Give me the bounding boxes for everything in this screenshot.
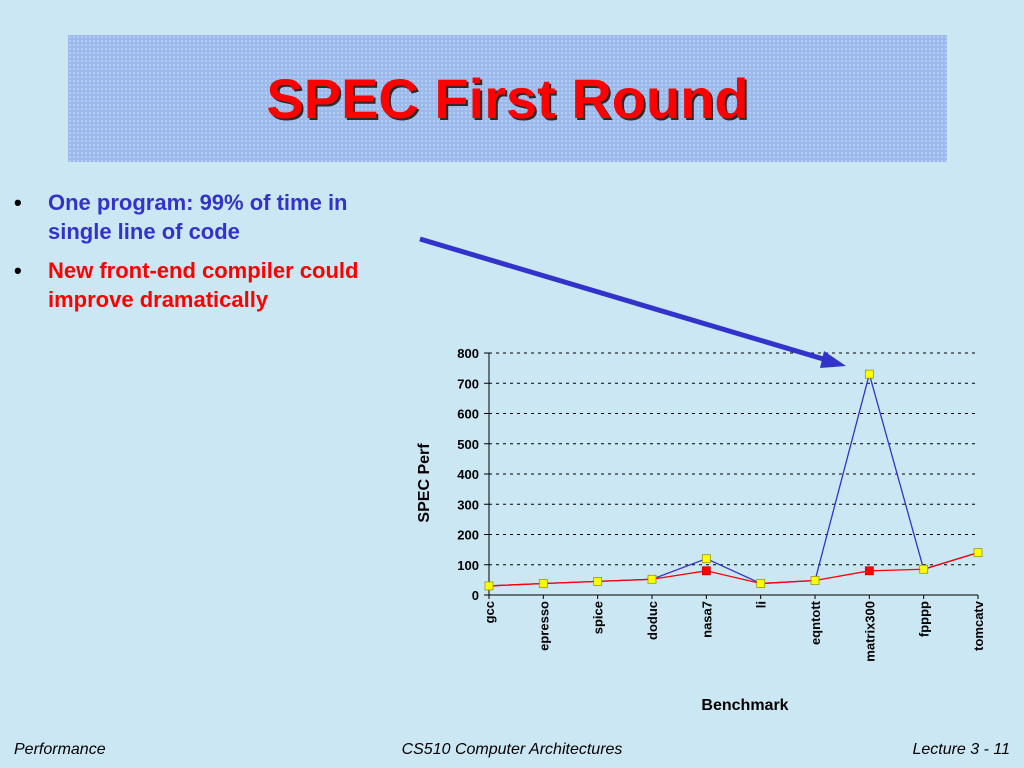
arrow-shaft [419,236,831,364]
x-axis-title: Benchmark [701,697,788,714]
y-tick-label: 500 [457,437,479,452]
chart-markers [484,369,983,591]
data-point-red [701,566,711,576]
x-tick-label: doduc [645,601,660,640]
data-point-red [864,566,874,576]
footer-center: CS510 Computer Architectures [401,741,623,758]
chart-series-lines [488,371,979,587]
x-tick-label: nasa7 [699,601,714,638]
x-tick-label: gcc [482,601,497,623]
series-line-2 [488,552,979,587]
title-banner: SPEC First Round [68,35,947,162]
x-tick-labels: gcc epresso spice doduc nasa7 li eqntott matrix… [482,600,986,661]
footer-left: Performance [14,741,106,758]
data-point-yellow [484,581,494,591]
data-point-yellow [647,574,657,584]
x-tick-label: eqntott [808,600,823,645]
data-point-yellow [701,554,711,564]
bullet-symbol: • [14,190,22,215]
bullet-list: • One program: 99% of time in single lin… [14,188,414,324]
y-tick-label: 400 [457,467,479,482]
y-tick-label: 700 [457,376,479,391]
x-tick-label: fpppp [917,601,932,637]
bullet-text-1: One program: 99% of time in single line … [48,190,348,244]
chart-axes [484,352,979,599]
y-tick-label: 300 [457,497,479,512]
bullet-symbol: • [14,258,22,283]
y-tick-label: 100 [457,558,479,573]
slide-title: SPEC First Round [266,67,749,130]
chart-gridlines [489,352,978,566]
data-point-yellow [919,564,929,574]
series-line-1 [488,371,979,587]
x-tick-label: tomcatv [971,600,986,651]
x-tick-label: spice [591,601,606,634]
data-point-yellow [864,369,874,379]
y-tick-label: 200 [457,528,479,543]
y-tick-label: 600 [457,407,479,422]
data-point-yellow [593,576,603,586]
data-point-yellow [538,579,548,588]
data-point-yellow [756,579,766,588]
y-tick-labels: 0 100 200 300 400 500 600 700 800 [457,346,479,603]
x-tick-label: matrix300 [862,601,877,662]
y-tick-label: 800 [457,346,479,361]
x-tick-label: epresso [536,601,551,651]
data-point-yellow [973,548,983,558]
y-axis-title: SPEC Perf [416,443,433,523]
arrow-head [820,351,846,368]
data-point-yellow [810,576,820,585]
bullet-text-2: New front-end compiler could improve dra… [48,258,359,312]
callout-arrow [419,236,846,368]
bullet-item-1: • One program: 99% of time in single lin… [14,188,414,246]
x-tick-label: li [754,601,769,608]
footer-right: Lecture 3 - 11 [912,741,1010,758]
y-tick-label: 0 [472,588,479,603]
bullet-item-2: • New front-end compiler could improve d… [14,256,414,314]
